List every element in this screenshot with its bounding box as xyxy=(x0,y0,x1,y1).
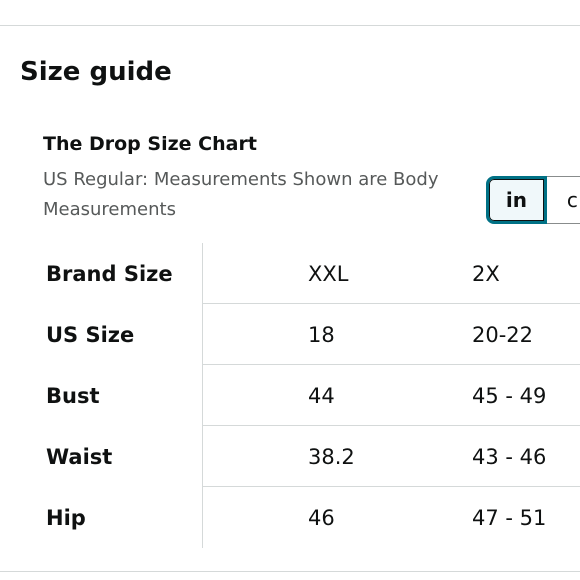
table-cell: 46 xyxy=(308,505,335,530)
chart-title: The Drop Size Chart xyxy=(43,133,257,155)
table-row: Bust 44 45 - 49 xyxy=(27,365,580,426)
row-header-hip: Hip xyxy=(27,487,203,548)
table-cell: 45 - 49 xyxy=(472,383,547,408)
table-cell: 43 - 46 xyxy=(472,444,547,469)
chart-subtitle: US Regular: Measurements Shown are Body … xyxy=(43,169,439,220)
table-row: US Size 18 20-22 xyxy=(27,304,580,365)
table-row: Hip 46 47 - 51 xyxy=(27,487,580,548)
table-cell: 18 xyxy=(308,322,335,347)
table-cell: 38.2 xyxy=(308,444,355,469)
table-cell: 44 xyxy=(308,383,335,408)
table-cell: 47 - 51 xyxy=(472,505,547,530)
page-title: Size guide xyxy=(20,57,172,87)
table-row: Brand Size XXL 2X xyxy=(27,243,580,304)
table-cell: 20-22 xyxy=(472,322,534,347)
table-cell: XXL xyxy=(308,261,349,286)
table-row: Waist 38.2 43 - 46 xyxy=(27,426,580,487)
top-divider xyxy=(0,25,580,26)
row-header-us-size: US Size xyxy=(27,304,203,365)
row-header-bust: Bust xyxy=(27,365,203,426)
row-header-waist: Waist xyxy=(27,426,203,487)
bottom-divider xyxy=(0,571,580,572)
row-header-brand-size: Brand Size xyxy=(27,243,203,304)
size-table: Brand Size XXL 2X US Size 18 20-22 Bust … xyxy=(27,243,580,548)
unit-cm-button[interactable]: c xyxy=(546,176,580,224)
unit-inches-button[interactable]: in xyxy=(486,176,547,224)
unit-toggle: in c xyxy=(486,176,580,224)
table-cell: 2X xyxy=(472,261,500,286)
